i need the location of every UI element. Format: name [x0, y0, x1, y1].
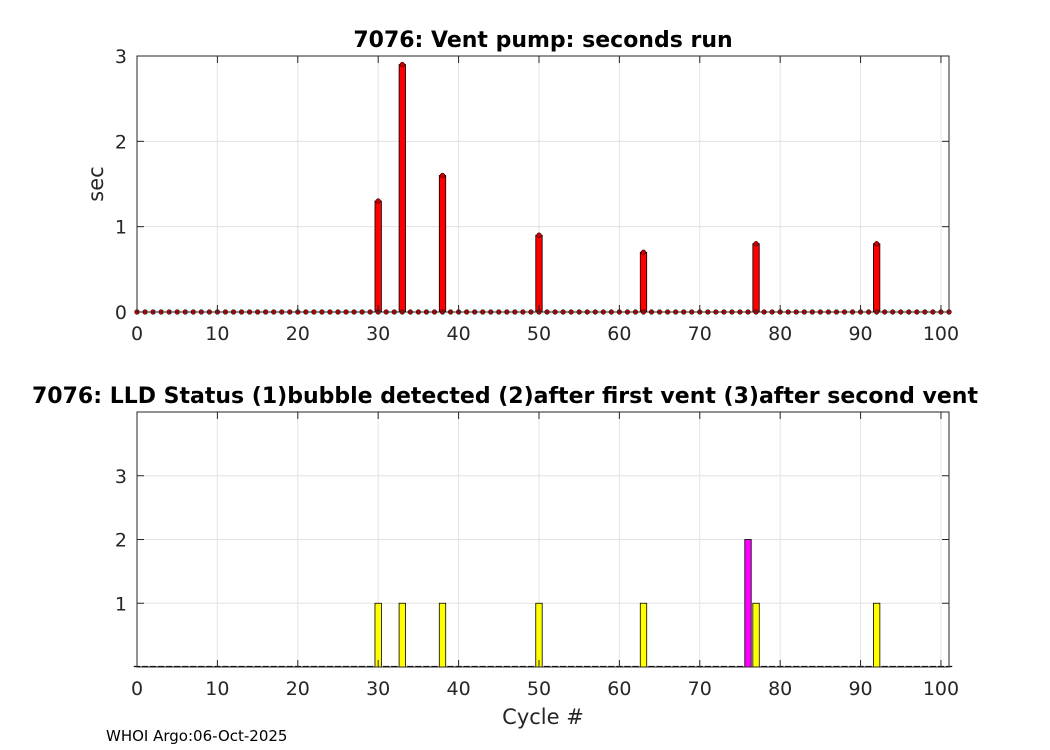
vent-bar-77 [752, 243, 760, 313]
lld-status-x-tick-label: 80 [768, 678, 792, 700]
lld-bar-63 [639, 602, 648, 668]
lld-status-x-tick-label: 30 [366, 678, 390, 700]
vent-pump-y-tick-label: 3 [115, 46, 127, 68]
lld-bar-92 [873, 602, 881, 668]
vent-bar-38 [438, 175, 447, 313]
vent-top-marker-38 [439, 172, 446, 179]
vent-pump-y-tick-label: 1 [115, 217, 127, 239]
lld-status-y-tick-label: 3 [115, 466, 127, 488]
vent-pump-x-tick-label: 10 [205, 323, 229, 345]
vent-top-marker-92 [873, 241, 880, 247]
lld-bar-76 [744, 539, 752, 668]
vent-top-marker-63 [640, 249, 647, 255]
lld-bar-38 [438, 602, 447, 668]
lld-status-x-tick-label: 20 [286, 678, 310, 700]
vent-bar-63 [639, 251, 648, 313]
vent-pump-x-tick-label: 70 [688, 323, 712, 345]
lld-status-axes: 0 10 20 30 40 50 60 70 80 90 100 1 2 3 [115, 411, 959, 700]
lld-status-grid [136, 412, 949, 667]
vent-pump-x-tick-label: 30 [366, 323, 390, 345]
vent-pump-x-tick-label: 50 [527, 323, 551, 345]
lld-status-x-tick-label: 60 [607, 678, 631, 700]
vent-pump-box [136, 55, 950, 313]
vent-bar-92 [873, 243, 881, 313]
vent-pump-x-tick-label: 0 [131, 323, 143, 345]
vent-pump-x-tick-label: 60 [607, 323, 631, 345]
footer-credit: WHOI Argo:06-Oct-2025 [106, 727, 287, 745]
lld-status-x-tick-label: 70 [688, 678, 712, 700]
vent-pump-ylabel: sec [84, 166, 108, 201]
lld-status-title: 7076: LLD Status (1)bubble detected (2)a… [32, 384, 978, 409]
vent-bar-30 [374, 200, 382, 313]
vent-pump-y-tick-label: 2 [115, 131, 127, 153]
vent-pump-x-tick-label: 80 [768, 323, 792, 345]
vent-pump-x-tick-label: 100 [923, 323, 959, 345]
vent-pump-x-tick-label: 40 [446, 323, 470, 345]
vent-bar-33 [398, 64, 406, 313]
vent-pump-grid [136, 55, 949, 313]
lld-bar-30 [374, 602, 382, 668]
vent-top-marker-33 [399, 61, 405, 68]
lld-status-y-tick-label: 1 [115, 593, 127, 615]
vent-top-marker-30 [375, 198, 381, 204]
lld-status-x-tick-label: 0 [131, 678, 143, 700]
vent-pump-axes: 0 10 20 30 40 50 60 70 80 90 100 0 1 2 3 [115, 46, 959, 345]
lld-status-x-tick-label: 40 [446, 678, 470, 700]
lld-bar-50 [535, 602, 543, 668]
lld-bar-77 [752, 602, 760, 668]
vent-bar-50 [535, 234, 543, 313]
vent-pump-x-tick-label: 90 [848, 323, 872, 345]
vent-pump-bars [134, 61, 952, 315]
vent-pump-x-tick-label: 20 [286, 323, 310, 345]
vent-top-marker-77 [753, 241, 759, 247]
lld-status-x-tick-label: 90 [848, 678, 872, 700]
lld-status-x-tick-label: 50 [527, 678, 551, 700]
vent-pump-y-tick-label: 0 [115, 302, 127, 324]
lld-bar-33 [398, 602, 406, 668]
lld-status-x-tick-label: 100 [923, 678, 959, 700]
vent-top-marker-50 [536, 232, 542, 238]
lld-status-y-tick-label: 2 [115, 530, 127, 552]
lld-status-xlabel: Cycle # [502, 705, 584, 729]
lld-status-x-tick-label: 10 [205, 678, 229, 700]
vent-pump-title: 7076: Vent pump: seconds run [353, 28, 732, 53]
